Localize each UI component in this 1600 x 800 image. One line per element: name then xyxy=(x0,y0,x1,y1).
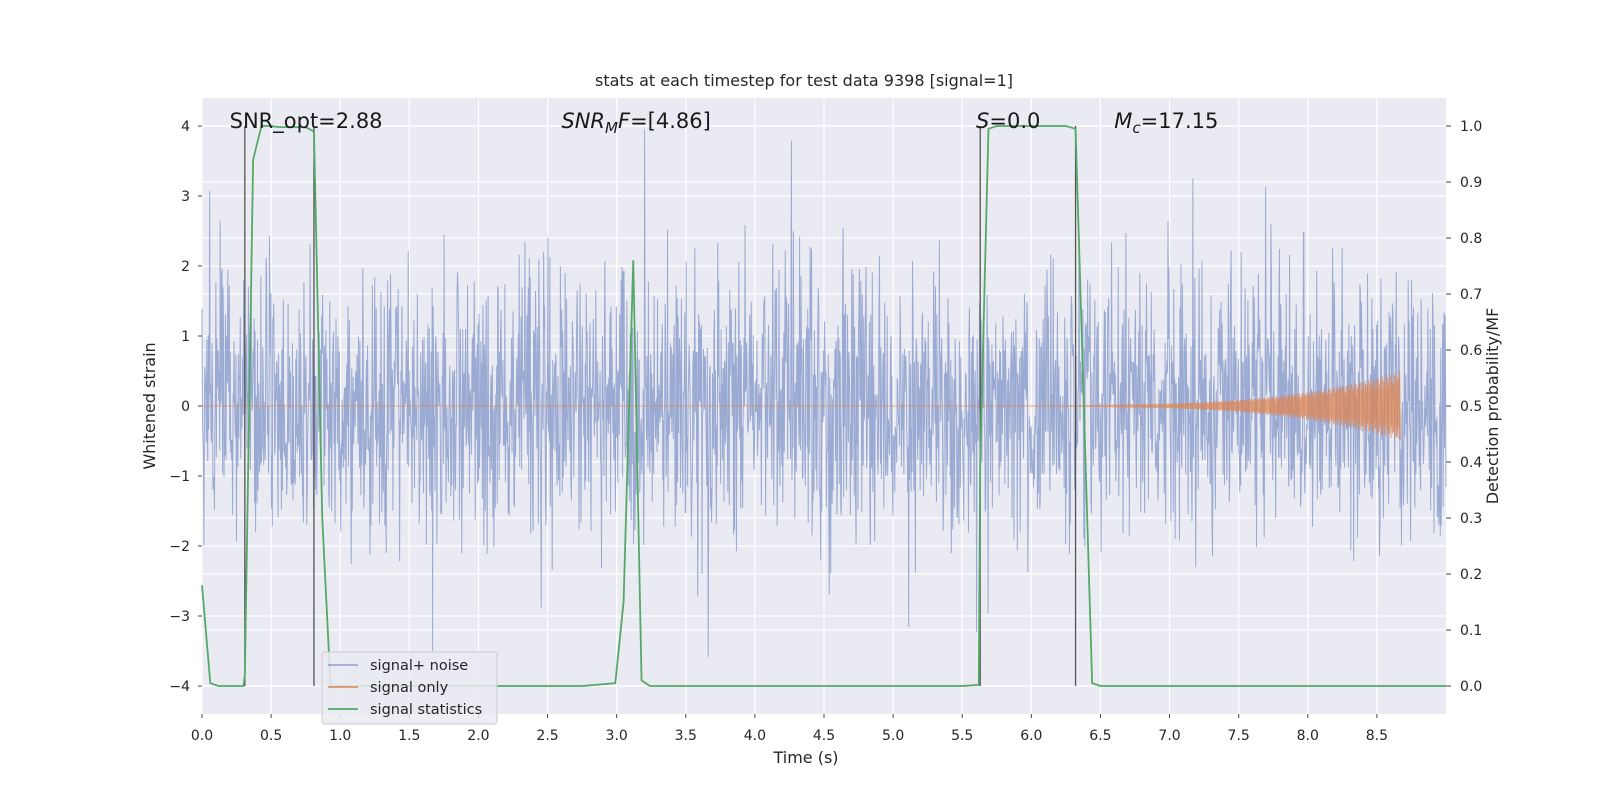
series-signal-only xyxy=(202,371,1401,440)
x-axis-label: Time (s) xyxy=(772,748,838,767)
x-tick-label: 5.5 xyxy=(951,728,973,744)
x-tick-label: 2.5 xyxy=(536,728,558,744)
x-tick-label: 2.0 xyxy=(467,728,489,744)
series-signal-noise xyxy=(201,129,1447,657)
y-axis-label-left: Whitened strain xyxy=(140,342,159,469)
y-axis-label-right: Detection probability/MF xyxy=(1483,308,1502,505)
y-tick-label-left: 3 xyxy=(181,189,190,205)
y-tick-label-left: −3 xyxy=(169,609,190,625)
y-tick-label-right: 0.1 xyxy=(1460,623,1482,639)
y-tick-label-right: 0.2 xyxy=(1460,567,1482,583)
y-tick-label-right: 0.6 xyxy=(1460,343,1482,359)
x-tick-label: 6.0 xyxy=(1020,728,1042,744)
x-tick-label: 7.5 xyxy=(1228,728,1250,744)
y-tick-label-right: 0.7 xyxy=(1460,287,1482,303)
y-tick-label-right: 0.8 xyxy=(1460,231,1482,247)
chart-title: stats at each timestep for test data 939… xyxy=(595,71,1013,90)
x-tick-label: 8.5 xyxy=(1366,728,1388,744)
y-tick-label-left: 2 xyxy=(181,259,190,275)
annotation-2: SNRMF=[4.86] xyxy=(561,109,710,137)
x-tick-label: 3.5 xyxy=(675,728,697,744)
y-tick-label-left: 4 xyxy=(181,119,190,135)
series-signal-statistics xyxy=(201,125,1446,687)
x-tick-label: 0.5 xyxy=(260,728,282,744)
legend-box xyxy=(321,651,498,725)
y-tick-label-right: 0.4 xyxy=(1460,455,1482,471)
x-tick-label: 3.0 xyxy=(606,728,628,744)
annotation-3: S=0.0 xyxy=(976,109,1040,133)
x-tick-label: 4.0 xyxy=(744,728,766,744)
legend: signal+ noise signal only signal statistic… xyxy=(321,651,498,725)
x-tick-label: 8.0 xyxy=(1297,728,1319,744)
annotation-4: Mc=17.15 xyxy=(1114,109,1218,137)
x-tick-label: 4.5 xyxy=(813,728,835,744)
x-tick-label: 1.5 xyxy=(398,728,420,744)
legend-entry: signal+ noise xyxy=(370,658,468,674)
y-tick-label-left: 1 xyxy=(181,329,190,345)
annotation-1: SNR_opt=2.88 xyxy=(230,109,383,134)
y-tick-label-right: 0.5 xyxy=(1460,399,1482,415)
y-tick-label-right: 0.0 xyxy=(1460,679,1482,695)
y-tick-label-left: −1 xyxy=(169,469,190,485)
y-tick-label-left: −2 xyxy=(169,539,190,555)
x-tick-label: 0.0 xyxy=(191,728,213,744)
x-tick-label: 5.0 xyxy=(882,728,904,744)
y-tick-label-left: −4 xyxy=(169,679,190,695)
legend-entry: signal only xyxy=(370,680,449,696)
x-tick-label: 1.0 xyxy=(329,728,351,744)
y-tick-label-right: 1.0 xyxy=(1460,119,1482,135)
y-tick-label-right: 0.9 xyxy=(1460,175,1482,191)
y-tick-label-left: 0 xyxy=(181,399,190,415)
x-tick-label: 6.5 xyxy=(1089,728,1111,744)
y-tick-label-right: 0.3 xyxy=(1460,511,1482,527)
x-tick-label: 7.0 xyxy=(1158,728,1180,744)
legend-entry: signal statistics xyxy=(370,702,482,718)
